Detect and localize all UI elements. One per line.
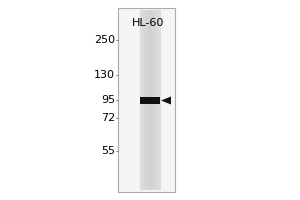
- Bar: [118, 8, 175, 192]
- Text: 72: 72: [101, 113, 115, 123]
- Text: 55: 55: [101, 146, 115, 156]
- Bar: [142, 10, 143, 190]
- Bar: [154, 10, 155, 190]
- Bar: [149, 10, 150, 190]
- Bar: [155, 10, 157, 190]
- Bar: [151, 10, 152, 190]
- Bar: [158, 10, 159, 190]
- Bar: [153, 10, 154, 190]
- Bar: [151, 10, 152, 190]
- Bar: [141, 10, 142, 190]
- Bar: [147, 10, 148, 190]
- Bar: [145, 10, 146, 190]
- Bar: [140, 97, 160, 104]
- Bar: [159, 10, 160, 190]
- Bar: [157, 10, 158, 190]
- Text: 95: 95: [101, 95, 115, 105]
- Text: 250: 250: [94, 35, 115, 45]
- Bar: [152, 10, 153, 190]
- Bar: [156, 10, 157, 190]
- Bar: [149, 10, 151, 190]
- Bar: [140, 10, 141, 190]
- Bar: [143, 10, 145, 190]
- Bar: [159, 10, 160, 190]
- Bar: [155, 10, 156, 190]
- Bar: [147, 10, 148, 190]
- Text: HL-60: HL-60: [132, 18, 164, 28]
- Bar: [157, 10, 158, 190]
- Text: 130: 130: [94, 70, 115, 80]
- Bar: [146, 10, 147, 190]
- Bar: [153, 10, 154, 190]
- Bar: [148, 10, 149, 190]
- Polygon shape: [161, 97, 171, 104]
- Bar: [143, 10, 144, 190]
- Bar: [145, 10, 146, 190]
- Bar: [141, 10, 142, 190]
- Bar: [150, 10, 151, 190]
- Bar: [144, 10, 145, 190]
